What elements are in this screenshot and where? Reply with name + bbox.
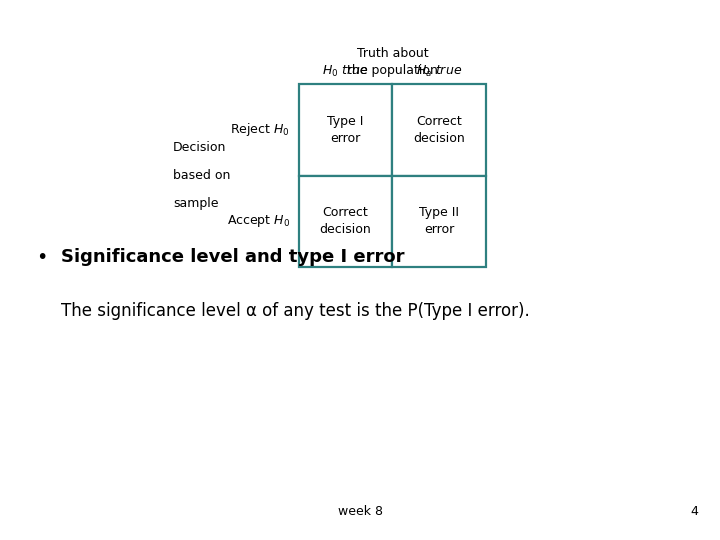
Text: sample: sample bbox=[173, 197, 218, 210]
Text: Type II
error: Type II error bbox=[419, 206, 459, 237]
Text: $H_0$ true: $H_0$ true bbox=[323, 64, 369, 79]
Bar bbox=[392, 84, 486, 176]
Text: •: • bbox=[36, 248, 48, 267]
Text: $H_a$ true: $H_a$ true bbox=[416, 64, 462, 79]
Text: Correct
decision: Correct decision bbox=[413, 114, 465, 145]
Text: Truth about
the population: Truth about the population bbox=[347, 47, 438, 77]
Text: Significance level and type I error: Significance level and type I error bbox=[61, 248, 405, 266]
Text: The significance level α of any test is the P(Type I error).: The significance level α of any test is … bbox=[61, 302, 530, 320]
Bar bbox=[392, 176, 486, 267]
Text: Type I
error: Type I error bbox=[328, 114, 364, 145]
Text: Decision: Decision bbox=[173, 141, 226, 154]
Text: Reject $H_0$: Reject $H_0$ bbox=[230, 121, 290, 138]
Text: 4: 4 bbox=[690, 505, 698, 518]
Text: based on: based on bbox=[173, 169, 230, 182]
Text: Correct
decision: Correct decision bbox=[320, 206, 372, 237]
Text: week 8: week 8 bbox=[338, 505, 382, 518]
Bar bbox=[299, 84, 392, 176]
Bar bbox=[299, 176, 392, 267]
Text: Accept $H_0$: Accept $H_0$ bbox=[227, 213, 290, 230]
